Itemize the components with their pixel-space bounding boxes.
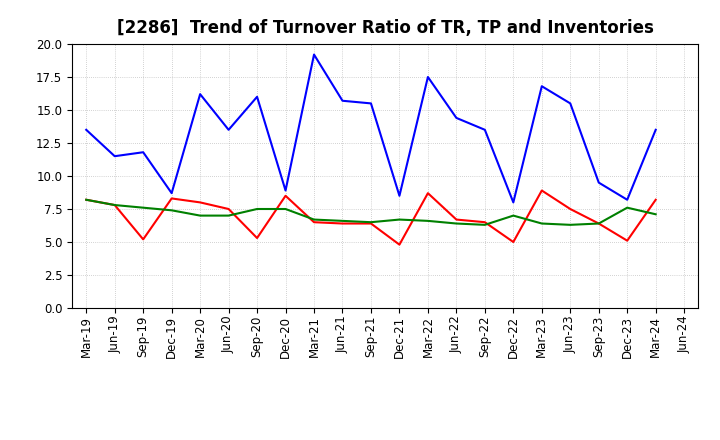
Inventories xyxy=(595,221,603,226)
Trade Receivables xyxy=(225,206,233,212)
Inventories xyxy=(196,213,204,218)
Trade Receivables xyxy=(537,188,546,193)
Trade Receivables xyxy=(253,235,261,241)
Inventories xyxy=(82,197,91,202)
Inventories xyxy=(253,206,261,212)
Trade Payables xyxy=(423,74,432,80)
Trade Payables xyxy=(566,101,575,106)
Trade Receivables xyxy=(196,200,204,205)
Trade Receivables xyxy=(310,220,318,225)
Trade Payables xyxy=(253,94,261,99)
Inventories xyxy=(480,222,489,227)
Inventories xyxy=(225,213,233,218)
Trade Payables xyxy=(652,127,660,132)
Trade Payables xyxy=(282,188,290,193)
Trade Receivables xyxy=(338,221,347,226)
Inventories xyxy=(139,205,148,210)
Inventories xyxy=(167,208,176,213)
Inventories xyxy=(395,217,404,222)
Trade Receivables xyxy=(595,221,603,226)
Inventories xyxy=(537,221,546,226)
Trade Payables xyxy=(452,115,461,121)
Trade Payables xyxy=(225,127,233,132)
Trade Payables xyxy=(82,127,91,132)
Line: Inventories: Inventories xyxy=(86,200,656,225)
Inventories xyxy=(282,206,290,212)
Inventories xyxy=(509,213,518,218)
Inventories xyxy=(338,218,347,224)
Trade Payables xyxy=(196,92,204,97)
Trade Receivables xyxy=(452,217,461,222)
Trade Receivables xyxy=(139,237,148,242)
Line: Trade Receivables: Trade Receivables xyxy=(86,191,656,245)
Trade Receivables xyxy=(167,196,176,201)
Trade Payables xyxy=(110,154,119,159)
Trade Payables xyxy=(480,127,489,132)
Trade Receivables xyxy=(282,193,290,198)
Inventories xyxy=(452,221,461,226)
Trade Payables xyxy=(167,191,176,196)
Trade Receivables xyxy=(110,202,119,208)
Trade Payables xyxy=(395,193,404,198)
Inventories xyxy=(110,202,119,208)
Trade Receivables xyxy=(423,191,432,196)
Inventories xyxy=(566,222,575,227)
Trade Payables xyxy=(537,84,546,89)
Trade Receivables xyxy=(623,238,631,243)
Trade Payables xyxy=(623,197,631,202)
Inventories xyxy=(423,218,432,224)
Title: [2286]  Trend of Turnover Ratio of TR, TP and Inventories: [2286] Trend of Turnover Ratio of TR, TP… xyxy=(117,19,654,37)
Inventories xyxy=(652,212,660,217)
Trade Receivables xyxy=(395,242,404,247)
Line: Trade Payables: Trade Payables xyxy=(86,55,656,202)
Trade Receivables xyxy=(366,221,375,226)
Trade Receivables xyxy=(652,197,660,202)
Trade Receivables xyxy=(509,239,518,245)
Trade Payables xyxy=(139,150,148,155)
Trade Payables xyxy=(595,180,603,185)
Trade Payables xyxy=(338,98,347,103)
Trade Payables xyxy=(310,52,318,57)
Inventories xyxy=(623,205,631,210)
Trade Payables xyxy=(509,200,518,205)
Inventories xyxy=(310,217,318,222)
Trade Receivables xyxy=(480,220,489,225)
Trade Receivables xyxy=(566,206,575,212)
Trade Payables xyxy=(366,101,375,106)
Inventories xyxy=(366,220,375,225)
Trade Receivables xyxy=(82,197,91,202)
